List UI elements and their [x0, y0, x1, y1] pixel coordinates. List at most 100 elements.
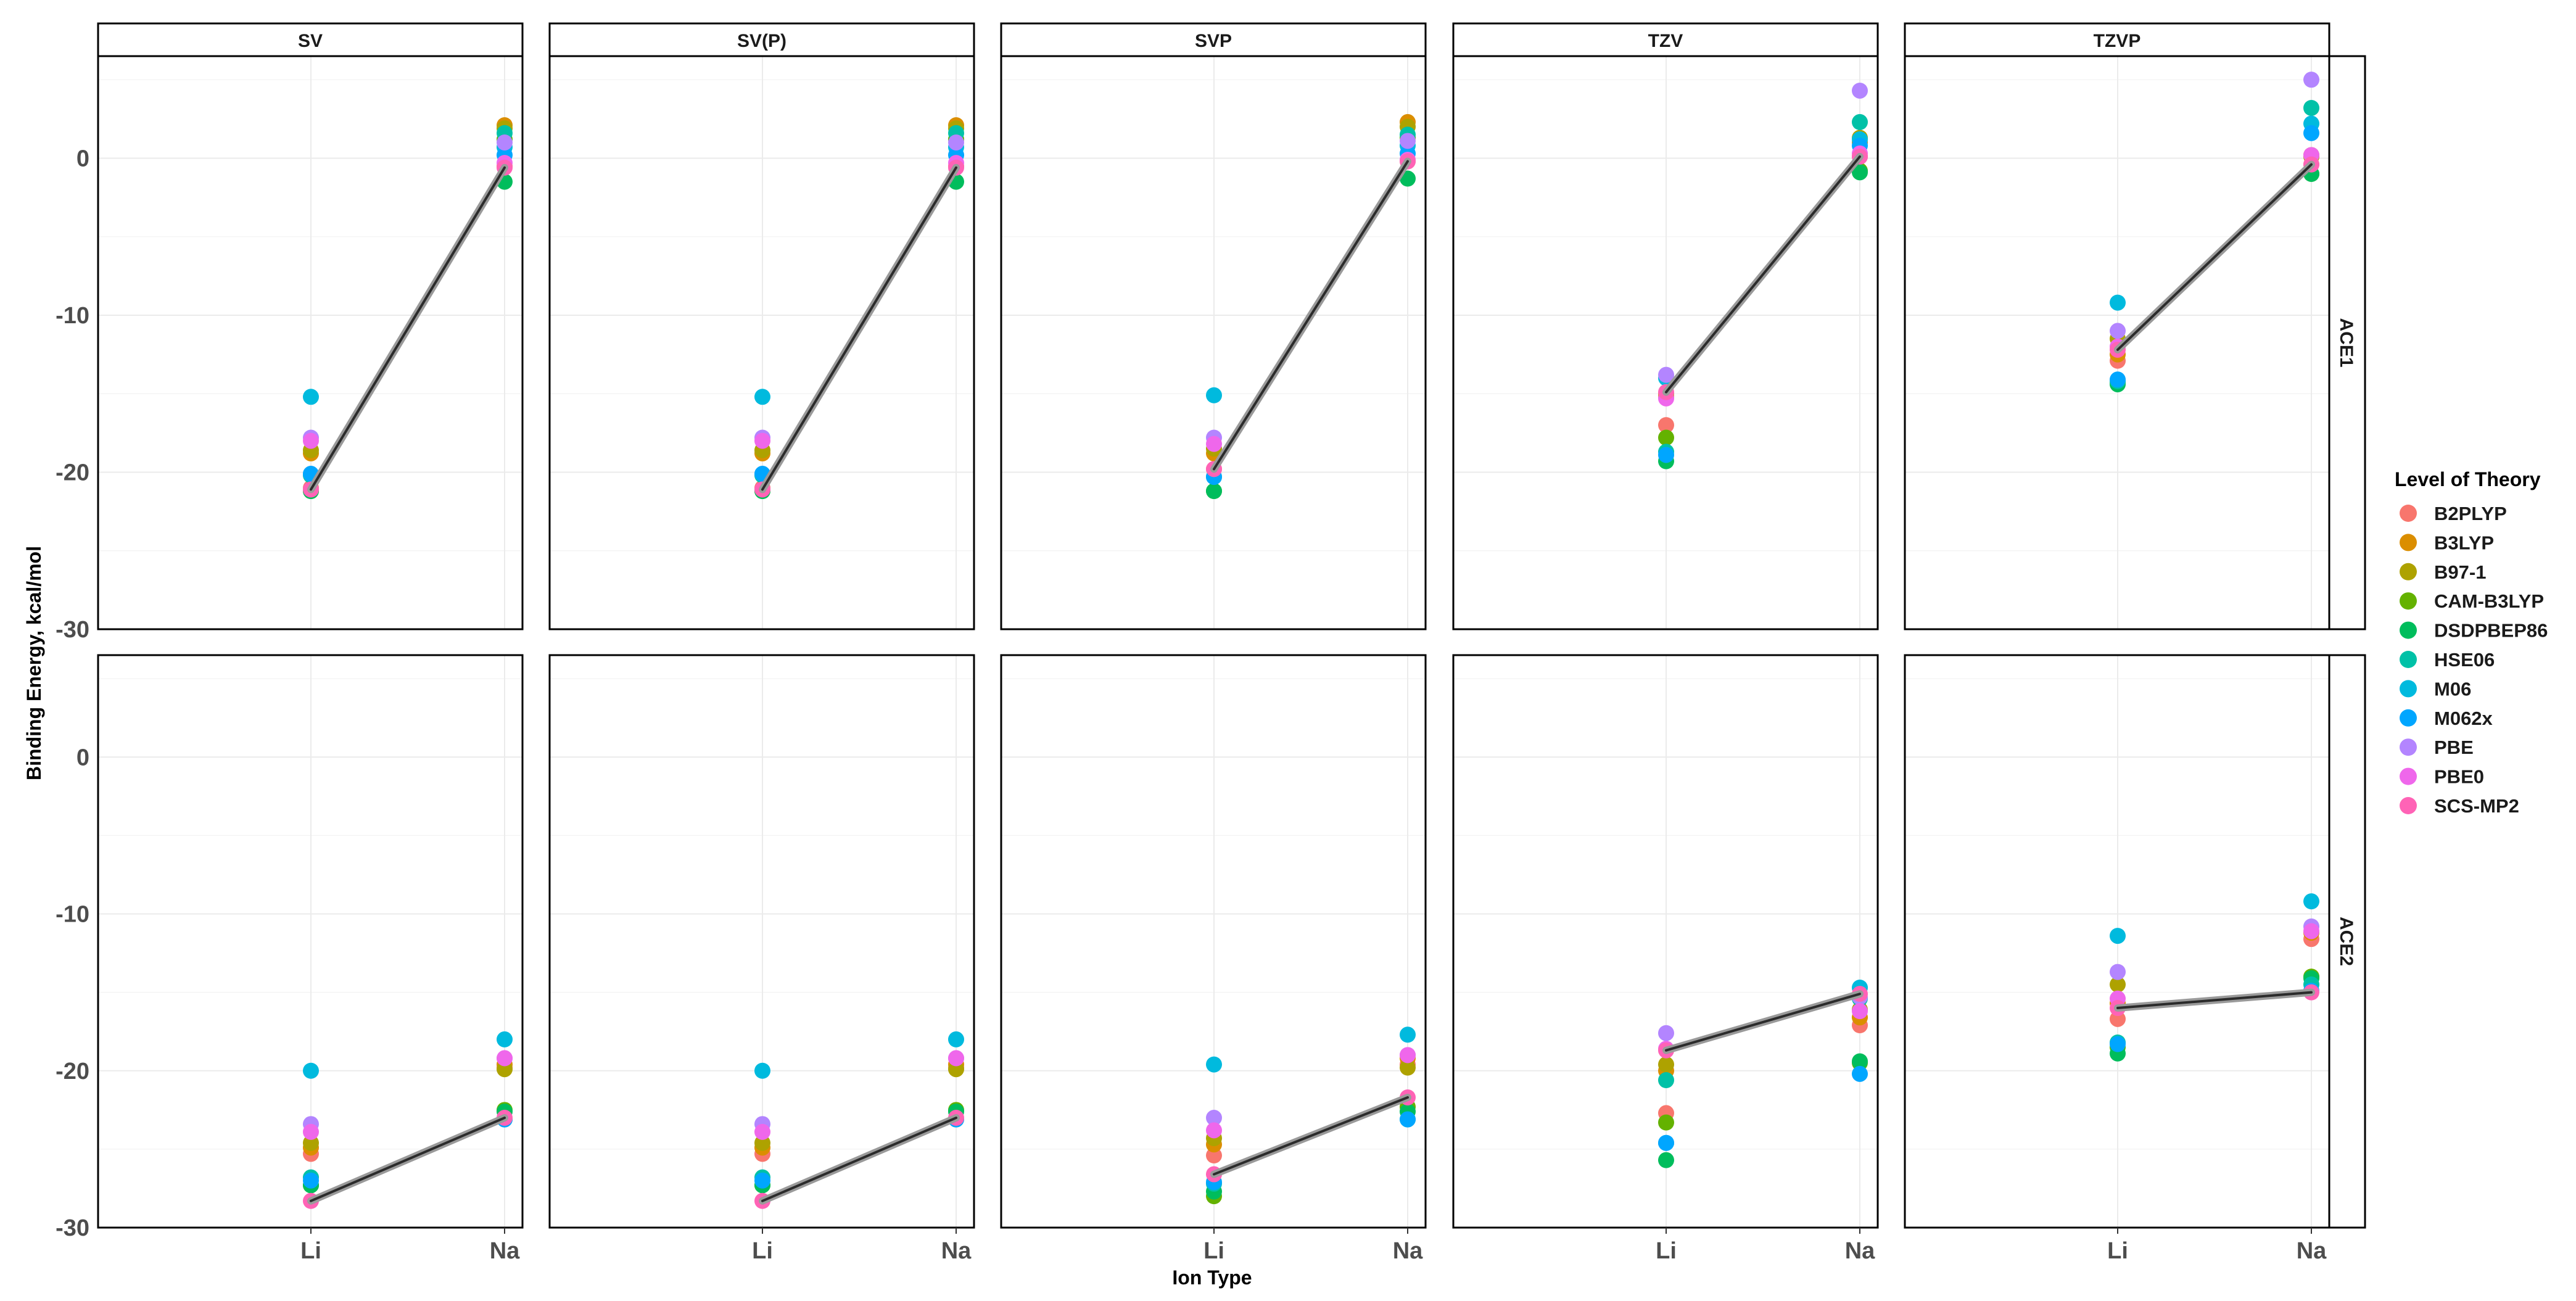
point-b97-1-li [2110, 976, 2126, 993]
column-strip-label: SVP [1195, 31, 1232, 51]
panel-ace2-tzv [1452, 654, 1879, 1229]
legend-item-m062x: M062x [2400, 708, 2493, 729]
panel-ace1-tzvp [1904, 55, 2330, 630]
panel-ace1-svp [1000, 55, 1427, 630]
point-pbe0-li [303, 432, 319, 449]
point-m06-na [948, 1031, 964, 1047]
legend-label: PBE [2434, 737, 2474, 758]
legend-swatch [2400, 651, 2417, 668]
legend-swatch [2400, 621, 2417, 639]
legend-label: M062x [2434, 708, 2493, 729]
point-dsdpbep86-li [1658, 1152, 1674, 1168]
point-m06-na [2303, 893, 2319, 910]
point-pbe0-na [497, 1050, 513, 1067]
legend-swatch [2400, 563, 2417, 580]
legend-swatch [2400, 680, 2417, 698]
legend-swatch [2400, 797, 2417, 814]
legend-swatch [2400, 738, 2417, 756]
trend-line [310, 166, 506, 491]
column-strip-svp: SVP [1000, 22, 1427, 57]
legend-item-b97-1: B97-1 [2400, 561, 2486, 583]
panel-ace2-sv [97, 654, 524, 1229]
column-strip-sv: SV [97, 22, 524, 57]
y-tick-label: -30 [56, 617, 89, 643]
point-m062x-na [1852, 1065, 1868, 1082]
row-strips-layer: ACE1 ACE2 [2328, 55, 2366, 1229]
point-dsdpbep86-li [1206, 483, 1222, 500]
y-tick-label: -10 [56, 902, 89, 928]
point-pbe-li [2110, 323, 2126, 339]
legend-label: B2PLYP [2434, 503, 2507, 524]
column-strip-tzvp: TZVP [1904, 22, 2330, 57]
point-m062x-li [1658, 447, 1674, 463]
panel-ace2-sv-p [548, 654, 975, 1229]
y-axis-title: Binding Energy, kcal/mol [23, 546, 45, 780]
x-tick-label: Li [1203, 1238, 1224, 1264]
point-b97-1-li [1658, 1056, 1674, 1073]
point-m06-li [303, 1062, 319, 1079]
point-pbe0-li [754, 1123, 770, 1140]
point-cam-b3lyp-li [1658, 1114, 1674, 1131]
panel-border [548, 55, 975, 630]
x-tick-label: Na [1393, 1238, 1423, 1264]
point-pbe0-na [1852, 1003, 1868, 1020]
point-m062x-li [2110, 371, 2126, 388]
x-tick-label: Li [2107, 1238, 2128, 1264]
point-pbe-li [2110, 964, 2126, 980]
point-b97-1-na [497, 1061, 513, 1078]
y-tick-label: -30 [56, 1215, 89, 1241]
point-pbe-na [2303, 72, 2319, 88]
x-tick-label: Li [300, 1238, 321, 1264]
points [2110, 893, 2319, 1062]
trend-line [1213, 1096, 1409, 1176]
x-tick-label: Li [1656, 1238, 1677, 1264]
y-tick-label: -10 [56, 303, 89, 329]
point-pbe-na [948, 134, 964, 151]
point-pbe0-li [1206, 1122, 1222, 1139]
point-m06-na [1400, 1026, 1416, 1043]
point-m062x-li [754, 1172, 770, 1189]
legend-label: B3LYP [2434, 532, 2494, 553]
legend-item-scs-mp2: SCS-MP2 [2400, 795, 2519, 817]
point-m062x-na [1400, 1111, 1416, 1128]
point-b97-1-na [948, 1061, 964, 1078]
axes-layer: Ion Type Binding Energy, kcal/mol 0 -10 -2… [23, 146, 2327, 1289]
y-tick-label: -20 [56, 1059, 89, 1084]
point-m062x-na [2303, 125, 2319, 141]
legend: Level of Theory B2PLYP B3LYP B97-1 CAM-B3LY… [2395, 468, 2548, 817]
panel-ace2-svp [1000, 654, 1427, 1229]
point-pbe-li [1658, 366, 1674, 383]
trend-line [761, 166, 957, 491]
legend-swatch [2400, 534, 2417, 551]
y-tick-label: 0 [76, 146, 89, 171]
point-pbe0-na [1400, 1047, 1416, 1064]
point-dsdpbep86-na [1852, 164, 1868, 181]
gridlines [1453, 655, 1878, 1228]
column-strip-label: TZV [1648, 31, 1683, 51]
legend-label: B97-1 [2434, 561, 2486, 583]
point-pbe-li [1206, 1110, 1222, 1126]
point-m062x-li [303, 1172, 319, 1189]
point-pbe0-li [1206, 436, 1222, 452]
legend-swatch [2400, 767, 2417, 785]
point-m06-li [754, 1062, 770, 1079]
point-pbe0-li [303, 1123, 319, 1140]
column-strip-label: TZVP [2094, 31, 2141, 51]
row-strip-label: ACE1 [2336, 318, 2356, 367]
panel-border [97, 55, 524, 630]
point-m062x-li [1658, 1134, 1674, 1151]
legend-label: PBE0 [2434, 766, 2484, 788]
legend-label: M06 [2434, 678, 2471, 700]
legend-item-hse06: HSE06 [2400, 649, 2495, 671]
trend-line [1665, 993, 1861, 1052]
panel-ace2-tzvp [1904, 654, 2330, 1229]
point-m06-li [754, 389, 770, 405]
point-b97-1-na [1400, 1059, 1416, 1076]
legend-swatch [2400, 592, 2417, 610]
legend-label: CAM-B3LYP [2434, 590, 2544, 612]
panel-border [1452, 55, 1879, 630]
point-b2plyp-li [1658, 417, 1674, 434]
legend-swatch [2400, 709, 2417, 727]
panels-layer: SV SV(P) SVP TZV TZVP [97, 22, 2330, 1229]
